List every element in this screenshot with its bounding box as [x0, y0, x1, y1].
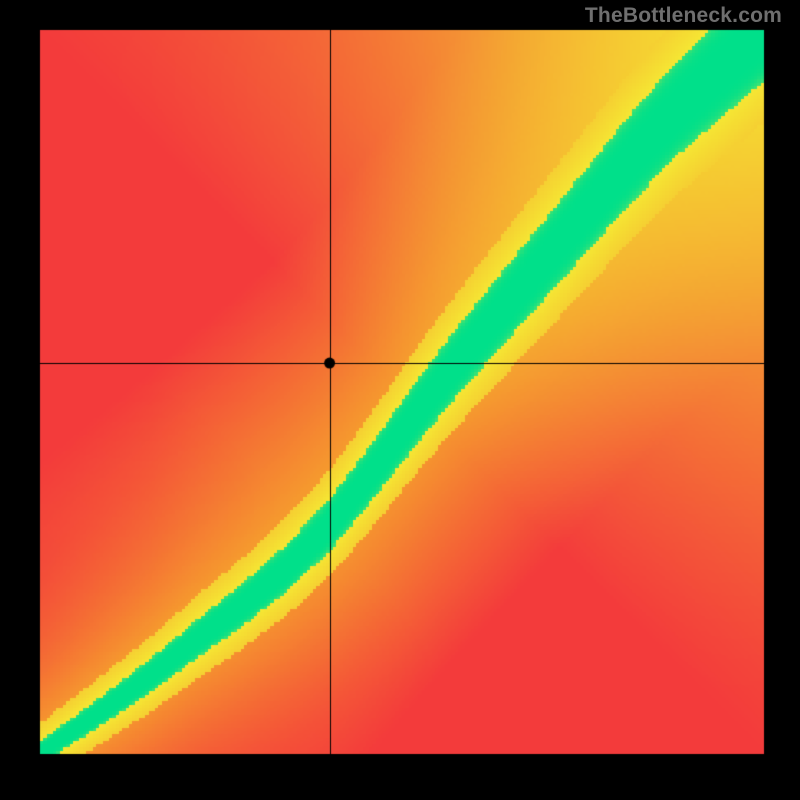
bottleneck-heatmap	[0, 0, 800, 800]
watermark-text: TheBottleneck.com	[585, 4, 782, 28]
